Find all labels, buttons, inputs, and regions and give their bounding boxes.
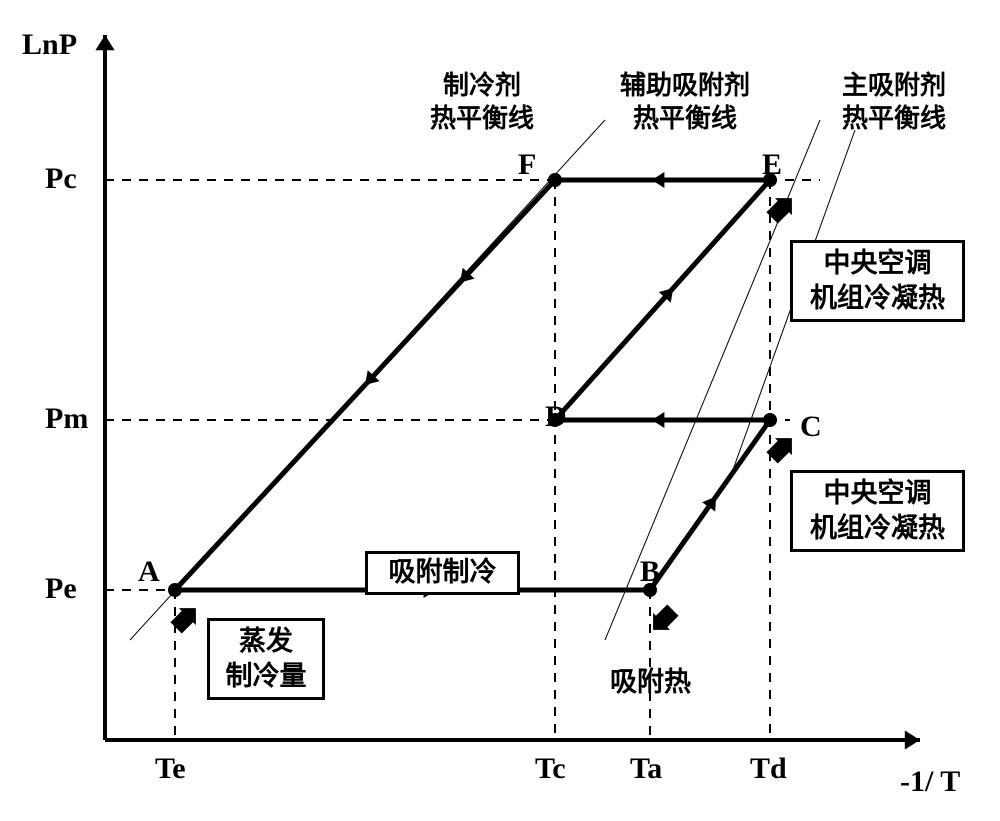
point-label: C (800, 410, 822, 444)
annotation-box: 中央空调机组冷凝热 (790, 240, 965, 322)
equilibrium-label: 主吸附剂热平衡线 (842, 70, 946, 135)
point-label: B (640, 555, 660, 589)
point-label: F (518, 148, 536, 182)
temperature-tick: Tc (535, 752, 566, 786)
annotation-box: 吸附制冷 (365, 551, 520, 595)
annotation-box: 中央空调机组冷凝热 (790, 470, 965, 552)
misc-label: 吸附热 (610, 660, 691, 699)
point-label: D (545, 400, 567, 434)
temperature-tick: Td (750, 752, 787, 786)
equilibrium-label: 辅助吸附剂热平衡线 (620, 70, 750, 135)
equilibrium-label: 制冷剂热平衡线 (430, 70, 534, 135)
annotation-box: 蒸发制冷量 (207, 618, 325, 700)
heat-arrow (653, 604, 678, 629)
pressure-tick: Pe (45, 572, 77, 606)
pressure-tick: Pm (45, 402, 88, 436)
point-label: E (762, 148, 782, 182)
pressure-tick: Pc (45, 162, 77, 196)
temperature-tick: Ta (630, 752, 662, 786)
y-axis-label: LnP (22, 28, 77, 62)
point-label: A (138, 555, 160, 589)
temperature-tick: Te (155, 752, 186, 786)
x-axis-label: -1/ T (900, 765, 960, 799)
